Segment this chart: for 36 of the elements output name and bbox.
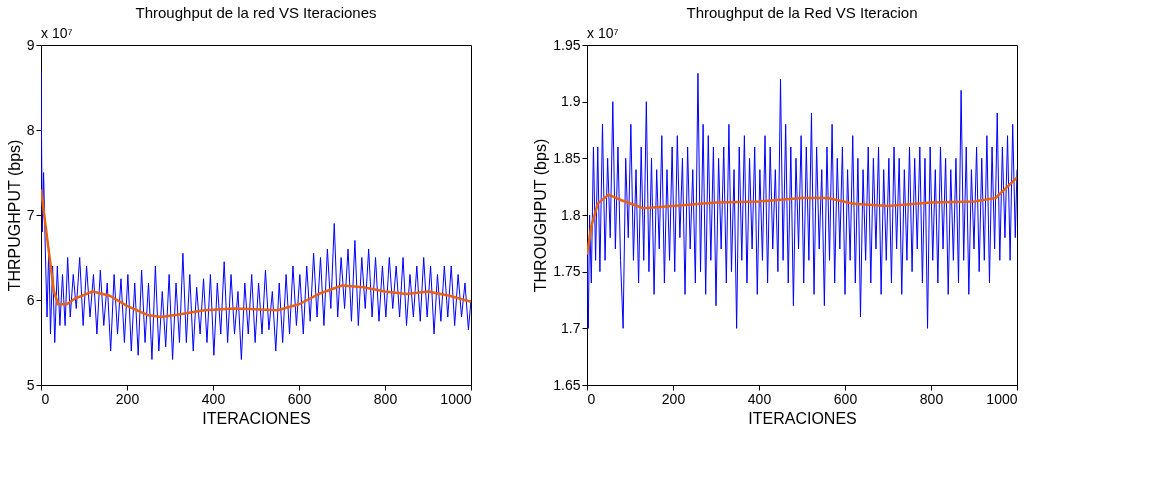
- line-series: [41, 188, 471, 319]
- y-tick-label: 5: [26, 376, 35, 393]
- x-axis-title: ITERACIONES: [748, 409, 857, 427]
- line-series: [587, 72, 1017, 329]
- x-tick-label: 1000: [986, 390, 1018, 407]
- x-tick-label: 400: [201, 390, 226, 407]
- x-axis-title: ITERACIONES: [202, 409, 311, 427]
- x-tick-label: 200: [115, 390, 140, 407]
- y-tick-label: 1.85: [553, 149, 581, 166]
- x-tick-label: 600: [287, 390, 312, 407]
- x-tick-label: 600: [833, 390, 858, 407]
- y-axis-title: THROUGHPUT (bps): [532, 138, 550, 293]
- line-series: [587, 176, 1017, 256]
- x-tick-label: 800: [919, 390, 944, 407]
- x-tick-label: 800: [373, 390, 398, 407]
- y-tick-label: 8: [26, 121, 35, 138]
- y-tick-label: 1.9: [561, 93, 581, 110]
- y-tick-label: 1.8: [561, 206, 581, 223]
- x-tick-label: 0: [41, 390, 50, 407]
- y-tick-label: 9: [26, 36, 35, 53]
- text: x 10⁷: [41, 25, 73, 41]
- y-tick-label: 6: [26, 291, 35, 308]
- y-tick-label: 1.75: [553, 263, 581, 280]
- y-tick-label: 7: [26, 206, 35, 223]
- line-series: [41, 70, 471, 360]
- x-tick-label: 1000: [440, 390, 472, 407]
- text: x 10⁷: [587, 25, 619, 41]
- chart-title: Throughput de la red VS Iteraciones: [135, 4, 377, 21]
- y-tick-label: 1.95: [553, 36, 581, 53]
- x-tick-label: 200: [661, 390, 686, 407]
- y-tick-label: 1.65: [553, 376, 581, 393]
- x-tick-label: 400: [747, 390, 772, 407]
- chart-title: Throughput de la Red VS Iteracion: [686, 4, 918, 21]
- x-tick-label: 0: [587, 390, 596, 407]
- y-axis-title: THRPUGHPUT (bps): [5, 139, 23, 292]
- y-tick-label: 1.7: [561, 319, 581, 336]
